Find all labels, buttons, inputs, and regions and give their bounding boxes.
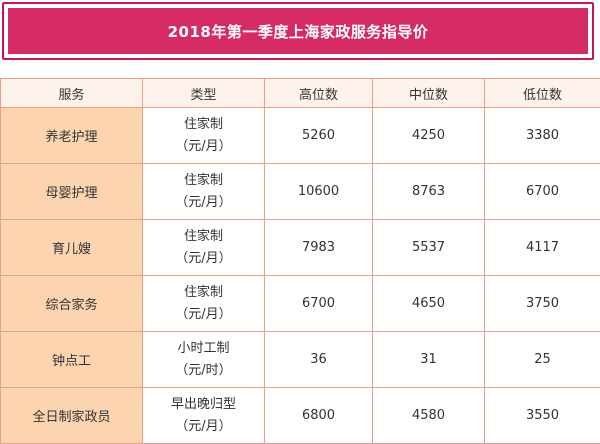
service-cell: 母婴护理 — [1, 164, 143, 220]
type-cell: 小时工制（元/时） — [143, 332, 265, 388]
mid-cell: 4650 — [373, 276, 485, 332]
high-cell: 5260 — [265, 108, 373, 164]
type-cell: 住家制（元/月） — [143, 164, 265, 220]
table-row: 综合家务 住家制（元/月） 6700 4650 3750 — [1, 276, 600, 332]
high-cell: 7983 — [265, 220, 373, 276]
service-cell: 全日制家政员 — [1, 388, 143, 444]
header-low: 低位数 — [485, 79, 600, 108]
high-cell: 6700 — [265, 276, 373, 332]
type-line: 住家制 — [143, 170, 264, 192]
high-cell: 36 — [265, 332, 373, 388]
low-cell: 25 — [485, 332, 600, 388]
type-line: 住家制 — [143, 226, 264, 248]
type-unit: （元/月） — [143, 248, 264, 270]
low-cell: 6700 — [485, 164, 600, 220]
type-cell: 住家制（元/月） — [143, 108, 265, 164]
type-cell: 住家制（元/月） — [143, 276, 265, 332]
high-cell: 10600 — [265, 164, 373, 220]
header-type: 类型 — [143, 79, 265, 108]
table-row: 养老护理 住家制（元/月） 5260 4250 3380 — [1, 108, 600, 164]
mid-cell: 8763 — [373, 164, 485, 220]
service-cell: 育儿嫂 — [1, 220, 143, 276]
type-unit: （元/月） — [143, 192, 264, 214]
type-cell: 早出晚归型（元/月） — [143, 388, 265, 444]
header-mid: 中位数 — [373, 79, 485, 108]
type-line: 住家制 — [143, 114, 264, 136]
type-line: 住家制 — [143, 282, 264, 304]
price-table: 服务 类型 高位数 中位数 低位数 养老护理 住家制（元/月） 5260 425… — [0, 78, 600, 444]
low-cell: 3550 — [485, 388, 600, 444]
title-banner: 2018年第一季度上海家政服务指导价 — [2, 2, 594, 60]
page-title: 2018年第一季度上海家政服务指导价 — [168, 21, 429, 42]
service-cell: 钟点工 — [1, 332, 143, 388]
table-row: 母婴护理 住家制（元/月） 10600 8763 6700 — [1, 164, 600, 220]
type-line: 小时工制 — [143, 338, 264, 360]
table-row: 钟点工 小时工制（元/时） 36 31 25 — [1, 332, 600, 388]
mid-cell: 5537 — [373, 220, 485, 276]
low-cell: 4117 — [485, 220, 600, 276]
table-row: 育儿嫂 住家制（元/月） 7983 5537 4117 — [1, 220, 600, 276]
service-cell: 养老护理 — [1, 108, 143, 164]
table-row: 全日制家政员 早出晚归型（元/月） 6800 4580 3550 — [1, 388, 600, 444]
low-cell: 3750 — [485, 276, 600, 332]
table-header-row: 服务 类型 高位数 中位数 低位数 — [1, 79, 600, 108]
type-unit: （元/月） — [143, 136, 264, 158]
title-banner-fill: 2018年第一季度上海家政服务指导价 — [8, 8, 588, 54]
mid-cell: 4580 — [373, 388, 485, 444]
header-high: 高位数 — [265, 79, 373, 108]
type-unit: （元/月） — [143, 304, 264, 326]
service-cell: 综合家务 — [1, 276, 143, 332]
mid-cell: 31 — [373, 332, 485, 388]
type-unit: （元/时） — [143, 360, 264, 382]
type-cell: 住家制（元/月） — [143, 220, 265, 276]
type-unit: （元/月） — [143, 416, 264, 438]
header-service: 服务 — [1, 79, 143, 108]
low-cell: 3380 — [485, 108, 600, 164]
high-cell: 6800 — [265, 388, 373, 444]
type-line: 早出晚归型 — [143, 394, 264, 416]
mid-cell: 4250 — [373, 108, 485, 164]
